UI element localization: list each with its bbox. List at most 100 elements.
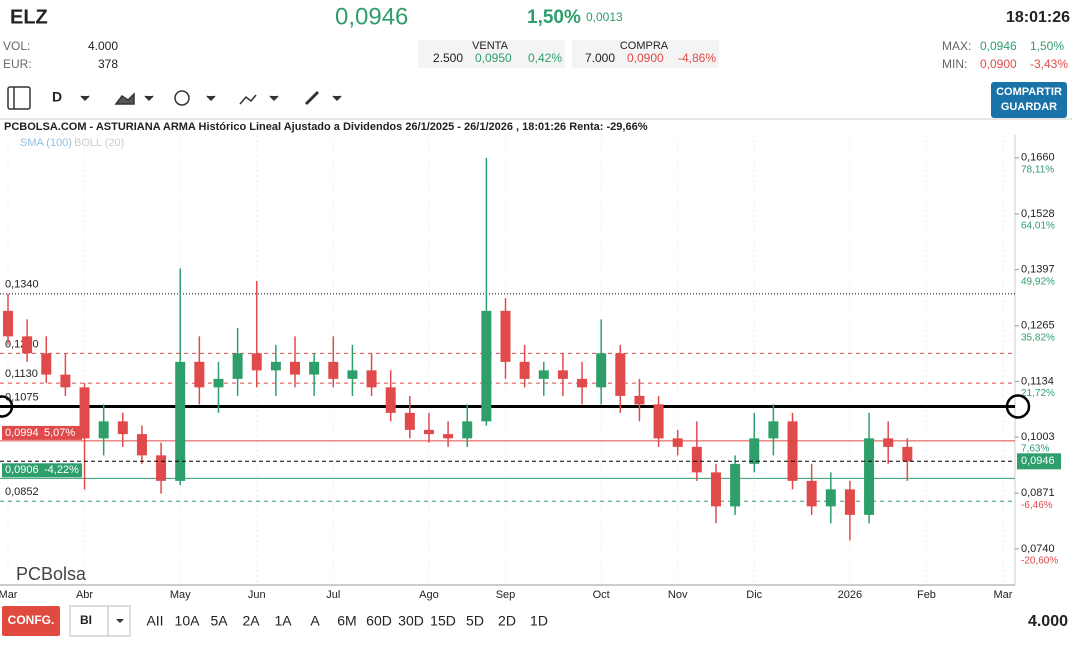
candle-body xyxy=(538,370,549,379)
share-button[interactable] xyxy=(991,82,1067,118)
x-tick-label: Abr xyxy=(76,589,93,601)
candle-body xyxy=(3,310,13,337)
time: 18:01:26 xyxy=(1006,9,1070,26)
vol: 4.000 xyxy=(88,39,118,53)
compra-pct: -4,86% xyxy=(678,51,716,65)
range-label: 6M xyxy=(337,613,356,629)
min-label: MIN: xyxy=(942,57,967,71)
range-label: 1D xyxy=(530,613,548,629)
y-tick-label: 0,0871 xyxy=(1021,487,1055,499)
candle-body xyxy=(270,361,281,371)
mode-label: BI xyxy=(80,613,92,627)
y-tick-change: -20,60% xyxy=(1021,556,1058,567)
candle-body xyxy=(117,421,128,435)
x-tick-label: Dic xyxy=(746,589,762,601)
candle-body xyxy=(557,370,568,379)
y-tick-change: 78,11% xyxy=(1021,164,1054,175)
settings-icon[interactable] xyxy=(174,90,190,106)
x-tick-label: Mar xyxy=(0,589,18,601)
candle-body xyxy=(691,446,702,473)
candle-body xyxy=(136,434,147,456)
range-button[interactable] xyxy=(300,606,330,636)
range-button[interactable] xyxy=(236,606,266,636)
change-abs: 0,0013 xyxy=(586,10,623,24)
compra-box xyxy=(572,40,719,68)
config-button[interactable] xyxy=(2,606,60,636)
panel-icon[interactable] xyxy=(7,86,31,110)
candle-body xyxy=(404,412,415,430)
candle-body xyxy=(768,421,779,439)
range-button[interactable] xyxy=(364,606,394,636)
venta-pct: 0,42% xyxy=(528,51,562,65)
max-label: MAX: xyxy=(942,39,971,53)
candle-body xyxy=(194,361,205,388)
candle-body xyxy=(902,446,913,462)
ticker: ELZ xyxy=(10,6,48,28)
candle-body xyxy=(41,353,52,375)
venta-qty: 2.500 xyxy=(433,51,463,65)
range-label: AII xyxy=(146,613,163,629)
range-button[interactable] xyxy=(428,606,458,636)
level-label: 0,1130 xyxy=(5,368,38,380)
draw-icon[interactable] xyxy=(304,90,320,106)
candle-body xyxy=(844,489,855,515)
range-label: A xyxy=(310,613,320,629)
y-tick-label: 0,1397 xyxy=(1021,264,1055,276)
venta-price: 0,0950 xyxy=(475,51,512,65)
candle-body xyxy=(577,378,588,388)
x-tick-label: May xyxy=(170,589,191,601)
candle-body xyxy=(596,353,607,388)
candle-body xyxy=(883,438,894,447)
level-handle[interactable] xyxy=(1005,394,1031,419)
x-tick-label: Ago xyxy=(419,589,439,601)
candle-body xyxy=(672,438,683,447)
range-button[interactable] xyxy=(204,606,234,636)
y-tick-label: 0,1003 xyxy=(1021,431,1055,443)
y-tick-label: 0,0740 xyxy=(1021,543,1055,555)
candle-body xyxy=(825,489,836,507)
candle-body xyxy=(730,463,741,507)
chart-type-icon[interactable] xyxy=(114,92,135,105)
range-button[interactable] xyxy=(460,606,490,636)
venta-box xyxy=(418,40,565,68)
range-label: 2D xyxy=(498,613,516,629)
candle-body xyxy=(251,353,262,371)
y-tick-change: 7,63% xyxy=(1021,444,1049,455)
range-button[interactable] xyxy=(524,606,554,636)
range-button[interactable] xyxy=(172,606,202,636)
share-button-label: GUARDAR xyxy=(1001,101,1057,113)
range-label: 60D xyxy=(366,613,392,629)
range-button[interactable] xyxy=(492,606,522,636)
level-label: 0,0852 xyxy=(5,486,39,498)
price: 0,0946 xyxy=(335,3,408,30)
candle-body xyxy=(749,438,760,464)
candle-body xyxy=(232,353,243,379)
level-handle[interactable] xyxy=(0,395,14,418)
indicator-legend: SMA (100) xyxy=(20,137,72,149)
candle-body xyxy=(175,361,186,481)
candle-body xyxy=(653,404,664,439)
y-tick-label: 0,1265 xyxy=(1021,320,1055,332)
indicator-icon[interactable] xyxy=(239,94,257,105)
candle-body xyxy=(481,310,492,422)
share-button-label: COMPARTIR xyxy=(996,86,1062,98)
candle-body xyxy=(60,374,71,388)
candle-body xyxy=(290,361,301,375)
range-button[interactable] xyxy=(140,606,170,636)
level-label: 0,1075 xyxy=(5,391,39,403)
config-label: CONFG. xyxy=(8,613,55,627)
candle-body xyxy=(443,434,454,439)
period[interactable]: D xyxy=(52,89,62,105)
range-button[interactable] xyxy=(396,606,426,636)
candle-body xyxy=(423,429,434,435)
range-button[interactable] xyxy=(268,606,298,636)
min-price: 0,0900 xyxy=(980,57,1017,71)
range-button[interactable] xyxy=(332,606,362,636)
candle-body xyxy=(615,353,626,396)
max-price: 0,0946 xyxy=(980,39,1017,53)
x-tick-label: Sep xyxy=(496,589,516,601)
y-tick-change: -6,46% xyxy=(1021,500,1053,511)
range-label: 5A xyxy=(210,613,228,629)
range-label: 30D xyxy=(398,613,424,629)
